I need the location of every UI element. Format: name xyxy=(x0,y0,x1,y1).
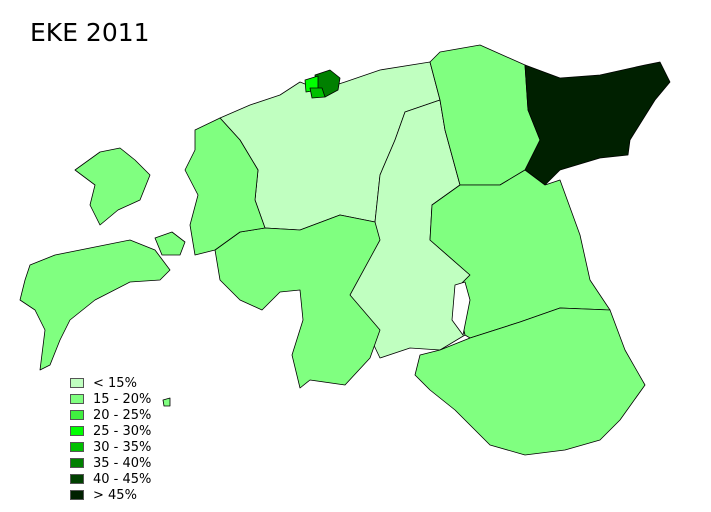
legend: < 15% 15 - 20% 20 - 25% 25 - 30% 30 - 35% 35 … xyxy=(70,375,151,503)
region-ida-viru xyxy=(524,61,671,186)
legend-swatch xyxy=(70,394,84,404)
lake-vortsjarv xyxy=(451,281,471,336)
legend-swatch xyxy=(70,474,84,484)
legend-swatch xyxy=(70,490,84,500)
legend-swatch xyxy=(70,458,84,468)
region-tallinn-c xyxy=(309,87,326,99)
map-title: EKE 2011 xyxy=(30,18,150,47)
legend-item: 15 - 20% xyxy=(70,391,151,407)
legend-label: 20 - 25% xyxy=(93,407,152,423)
legend-item: 40 - 45% xyxy=(70,471,151,487)
region-hiiumaa xyxy=(74,147,151,226)
legend-label: 40 - 45% xyxy=(93,471,152,487)
legend-swatch xyxy=(70,410,84,420)
legend-label: 30 - 35% xyxy=(93,439,152,455)
region-saaremaa xyxy=(19,239,171,371)
legend-item: > 45% xyxy=(70,487,151,503)
legend-swatch xyxy=(70,442,84,452)
legend-label: 35 - 40% xyxy=(93,455,152,471)
legend-swatch xyxy=(70,426,84,436)
legend-label: > 45% xyxy=(93,487,137,503)
legend-item: 25 - 30% xyxy=(70,423,151,439)
legend-label: < 15% xyxy=(93,375,137,391)
island-small xyxy=(162,397,171,407)
legend-item: < 15% xyxy=(70,375,151,391)
legend-label: 25 - 30% xyxy=(93,423,152,439)
legend-item: 30 - 35% xyxy=(70,439,151,455)
legend-item: 35 - 40% xyxy=(70,455,151,471)
region-muhu xyxy=(154,231,186,256)
region-south-east xyxy=(414,307,646,456)
region-laane xyxy=(184,117,266,256)
legend-label: 15 - 20% xyxy=(93,391,152,407)
region-parnu xyxy=(214,214,381,389)
legend-swatch xyxy=(70,378,84,388)
legend-item: 20 - 25% xyxy=(70,407,151,423)
